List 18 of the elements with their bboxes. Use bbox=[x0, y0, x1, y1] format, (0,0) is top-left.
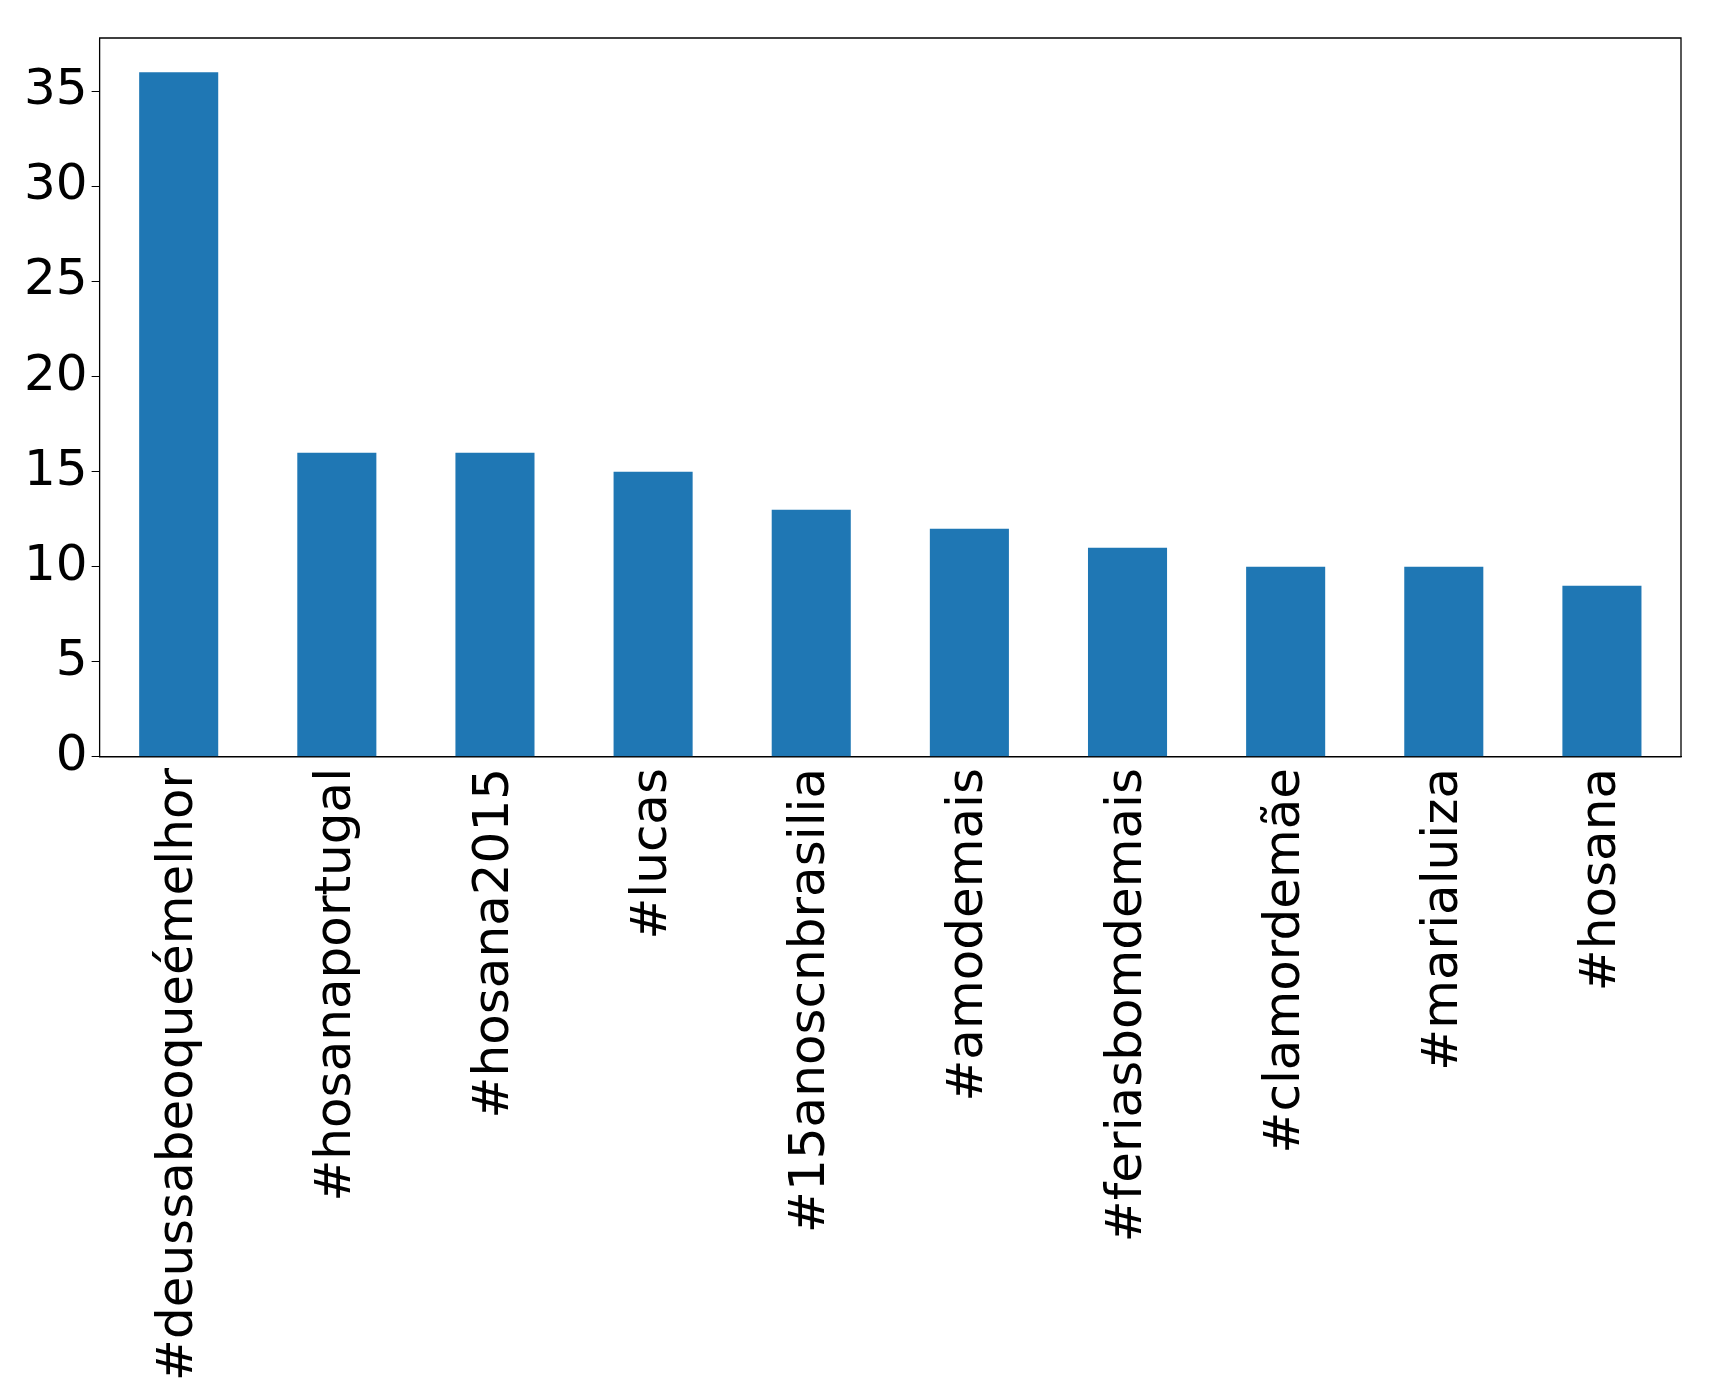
y-tick-label: 5 bbox=[55, 628, 88, 687]
y-tick-label: 35 bbox=[24, 58, 88, 117]
y-tick-label: 20 bbox=[24, 343, 88, 402]
x-tick-label: #feriasbomdemais bbox=[1094, 767, 1153, 1243]
x-tick-label: #amodemais bbox=[936, 767, 995, 1102]
x-tick-label: #clamordemãe bbox=[1252, 767, 1311, 1154]
y-tick-label: 0 bbox=[55, 723, 88, 782]
x-tick-label: #hosanaportugal bbox=[303, 767, 362, 1202]
y-tick-label: 30 bbox=[24, 153, 88, 212]
x-tick-label: #lucas bbox=[620, 767, 679, 940]
y-tick-label: 10 bbox=[24, 533, 88, 592]
x-tick-label: #15anoscnbrasilia bbox=[778, 767, 837, 1233]
x-tick-label: #marialuiza bbox=[1410, 767, 1469, 1071]
x-tick-label: #deussabeoqueémelhor bbox=[145, 767, 204, 1381]
y-tick-label: 25 bbox=[24, 248, 88, 307]
x-tick-label: #hosana2015 bbox=[461, 767, 520, 1119]
y-tick-label: 15 bbox=[24, 438, 88, 497]
x-tick-label: #hosana bbox=[1568, 767, 1627, 992]
